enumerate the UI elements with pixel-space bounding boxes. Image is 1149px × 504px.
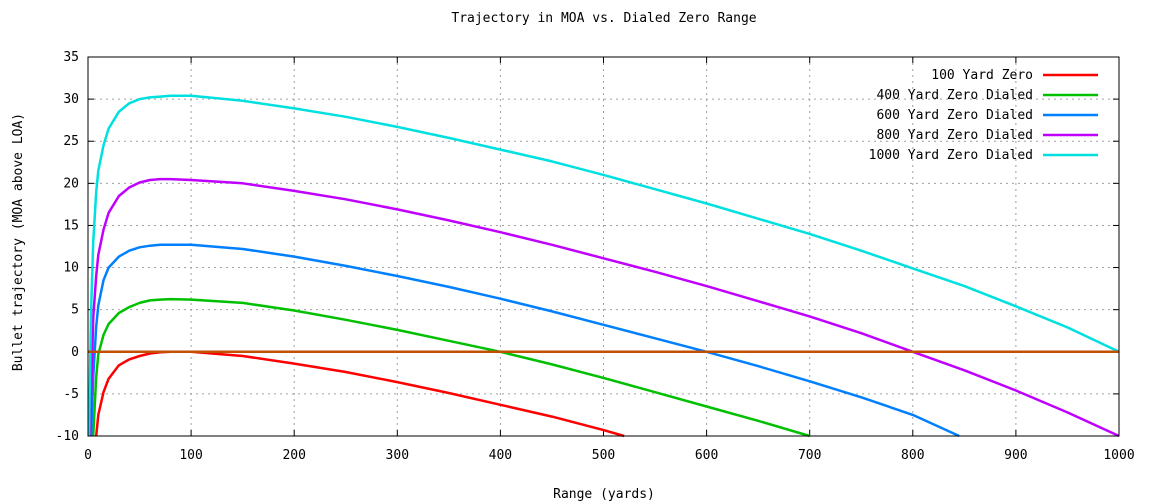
y-tick-label: 15 bbox=[63, 218, 79, 233]
x-tick-label: 400 bbox=[489, 448, 512, 463]
y-tick-label: -10 bbox=[56, 429, 79, 444]
legend-label: 800 Yard Zero Dialed bbox=[876, 128, 1033, 143]
y-tick-labels: 35 30 25 20 15 10 5 0 -5 -10 bbox=[56, 50, 79, 444]
x-tick-label: 300 bbox=[386, 448, 409, 463]
series-line bbox=[87, 94, 1120, 437]
legend-label: 600 Yard Zero Dialed bbox=[876, 108, 1033, 123]
x-tick-label: 900 bbox=[1004, 448, 1027, 463]
y-axis-label: Bullet trajectory (MOA above LOA) bbox=[11, 113, 26, 371]
x-tick-label: 800 bbox=[901, 448, 924, 463]
y-tick-label: 0 bbox=[71, 345, 79, 360]
x-tick-label: 0 bbox=[84, 448, 92, 463]
legend-label: 1000 Yard Zero Dialed bbox=[869, 148, 1033, 163]
plot-border bbox=[87, 56, 1120, 437]
legend: 100 Yard Zero 400 Yard Zero Dialed 600 Yar… bbox=[869, 68, 1098, 163]
series-lines bbox=[87, 94, 1120, 438]
x-tick-label: 1000 bbox=[1103, 448, 1134, 463]
y-tick-label: 5 bbox=[71, 303, 79, 318]
x-tick-label: 100 bbox=[179, 448, 202, 463]
legend-label: 400 Yard Zero Dialed bbox=[876, 88, 1033, 103]
y-tick-label: 10 bbox=[63, 261, 79, 276]
chart-title: Trajectory in MOA vs. Dialed Zero Range bbox=[451, 11, 756, 26]
x-tick-label: 600 bbox=[695, 448, 718, 463]
y-tick-label: -5 bbox=[63, 387, 79, 402]
series-line bbox=[88, 177, 1120, 438]
x-tick-label: 200 bbox=[282, 448, 305, 463]
x-tick-label: 700 bbox=[798, 448, 821, 463]
x-axis-label: Range (yards) bbox=[553, 487, 655, 502]
series-line bbox=[91, 297, 811, 438]
y-tick-label: 25 bbox=[63, 134, 79, 149]
x-tick-label: 500 bbox=[592, 448, 615, 463]
y-tick-label: 20 bbox=[63, 176, 79, 191]
y-tick-label: 35 bbox=[63, 50, 79, 65]
series-line bbox=[89, 243, 960, 438]
x-tick-labels: 0 100 200 300 400 500 600 700 800 900 1000 bbox=[84, 448, 1135, 463]
y-tick-label: 30 bbox=[63, 92, 79, 107]
legend-label: 100 Yard Zero bbox=[931, 68, 1033, 83]
